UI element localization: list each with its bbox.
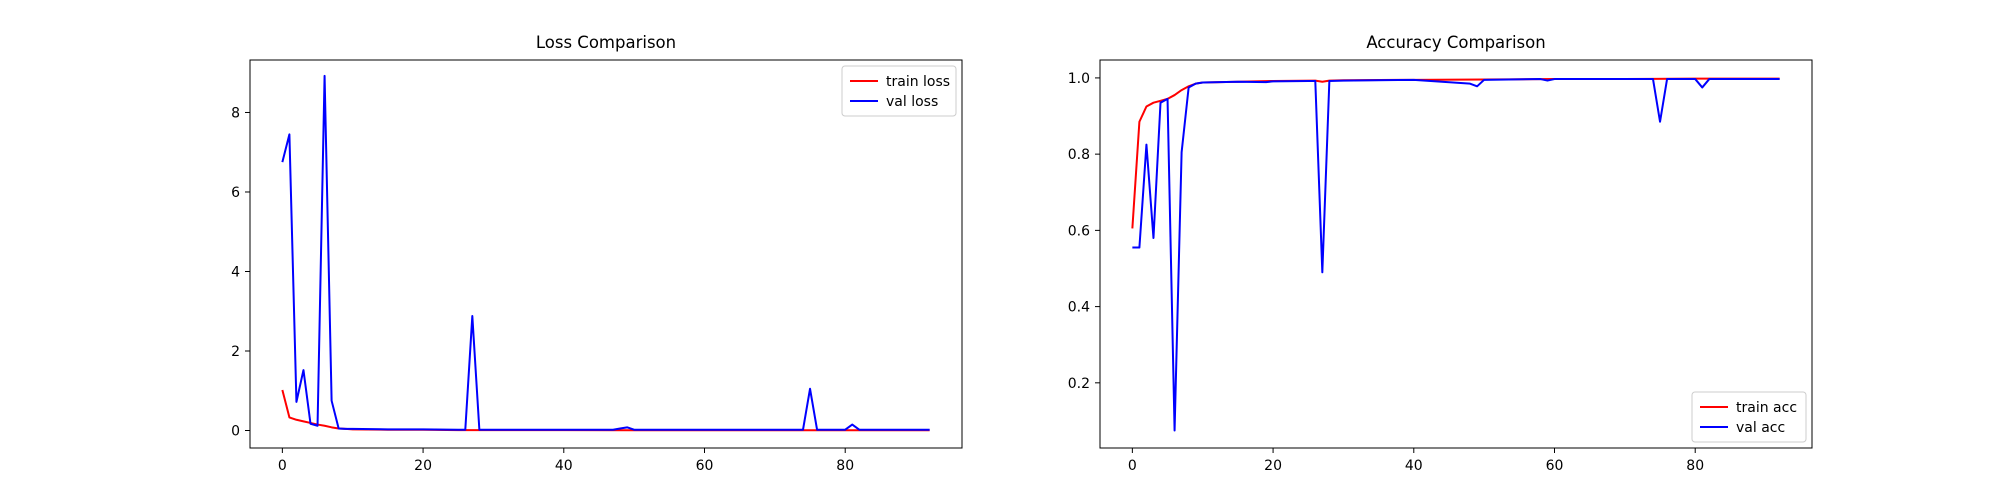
series-line-1 (281, 74, 930, 431)
series-group (1131, 77, 1780, 432)
x-tick-label: 40 (1405, 458, 1423, 474)
legend-box (841, 65, 957, 117)
legend-label-0: train loss (886, 74, 950, 90)
series-line-1 (1132, 78, 1780, 432)
legend: train loss val loss (841, 65, 957, 117)
y-tick-label: 4 (231, 264, 240, 280)
axes-frame (249, 59, 963, 449)
series-line-0 (281, 389, 930, 432)
legend: train acc val acc (1691, 391, 1807, 443)
y-tick-label: 0.2 (1068, 376, 1090, 392)
x-tick-label: 20 (414, 458, 432, 474)
y-tick-label: 2 (231, 344, 240, 360)
y-tick-label: 0.8 (1068, 147, 1090, 163)
y-tick-label: 0.6 (1068, 223, 1090, 239)
chart-title: Accuracy Comparison (1366, 33, 1545, 52)
x-tick-label: 0 (1128, 458, 1137, 474)
series-group (281, 74, 930, 432)
chart-title: Loss Comparison (536, 33, 676, 52)
x-tick-label: 20 (1264, 458, 1282, 474)
x-tick-label: 0 (278, 458, 287, 474)
x-tick-label: 60 (1546, 458, 1564, 474)
x-tick-label: 40 (555, 458, 573, 474)
legend-label-0: train acc (1736, 400, 1797, 416)
y-tick-label: 0.4 (1068, 300, 1090, 316)
y-tick-label: 0 (231, 424, 240, 440)
x-tick-label: 80 (1686, 458, 1704, 474)
y-tick-label: 1.0 (1068, 71, 1090, 87)
legend-label-1: val acc (1736, 420, 1785, 436)
accuracy-chart: Accuracy Comparison 0 20 40 60 80 0.2 0.4 0.6 0.8… (1068, 33, 1813, 474)
x-tick-label: 60 (696, 458, 714, 474)
series-line-0 (1131, 77, 1780, 229)
loss-chart: Loss Comparison 0 20 40 60 80 0 2 4 6 8 train loss v… (231, 33, 963, 474)
legend-box (1691, 391, 1807, 443)
y-tick-label: 6 (231, 185, 240, 201)
x-tick-label: 80 (836, 458, 854, 474)
axes-frame (1099, 59, 1813, 449)
y-tick-label: 8 (231, 105, 240, 121)
legend-label-1: val loss (886, 94, 938, 110)
